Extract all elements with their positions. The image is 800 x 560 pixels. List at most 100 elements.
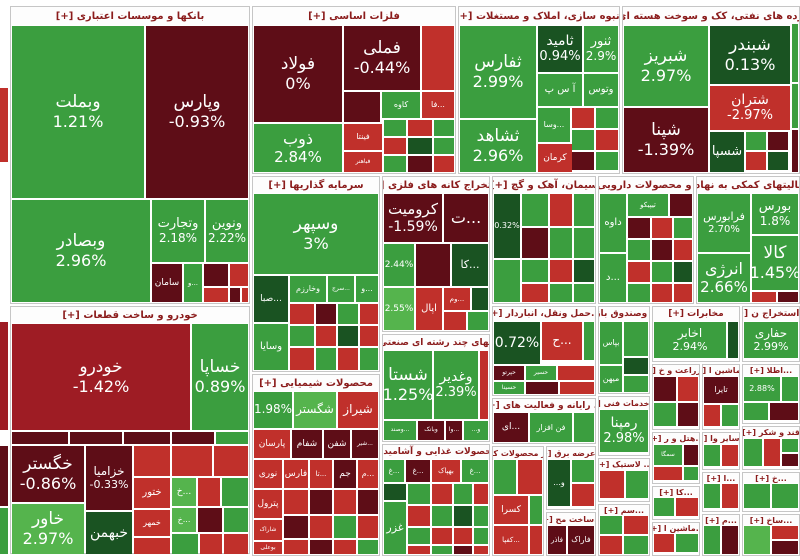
treemap-tile-small[interactable] <box>522 284 548 302</box>
tile-...م[interactable]: ...م <box>358 460 378 488</box>
treemap-tile-small[interactable] <box>468 312 488 330</box>
tile-بپاس[interactable]: بپاس <box>600 322 622 364</box>
tile-metal-mining-2[interactable]: 2.44% <box>384 244 414 286</box>
treemap-tile-small[interactable] <box>344 92 380 122</box>
tile-شستا[interactable]: شستا 1.25% <box>384 351 432 419</box>
treemap-tile-small[interactable] <box>444 312 466 330</box>
tile-سامان[interactable]: سامان <box>152 264 182 302</box>
treemap-tile-small[interactable] <box>792 130 798 172</box>
sector-header-computer[interactable]: ... رایانه و فعالیت های [+] <box>493 399 595 412</box>
tile-خگستر[interactable]: خگستر -0.86% <box>12 446 84 502</box>
tile-خبهمن[interactable]: خبهمن <box>86 512 132 554</box>
treemap-tile-small[interactable] <box>628 240 650 260</box>
treemap-tile-small[interactable] <box>654 534 674 552</box>
tile-...ای[interactable]: ...ای <box>494 413 528 442</box>
tile-فاراک[interactable]: فاراک <box>568 526 594 554</box>
treemap-tile-small[interactable] <box>518 460 542 494</box>
treemap-tile-small[interactable] <box>574 260 594 282</box>
treemap-tile-small[interactable] <box>360 348 378 370</box>
sector-header-electricity[interactable]: ...عرضه برق [+] <box>547 447 595 459</box>
treemap-tile-small[interactable] <box>522 260 548 282</box>
treemap-edge-tile[interactable] <box>0 446 8 506</box>
treemap-tile-small[interactable] <box>624 536 648 554</box>
sector-header-metals[interactable]: فلزات اساسی [+] <box>253 7 455 25</box>
treemap-tile-small[interactable] <box>408 484 430 504</box>
tile-...تا[interactable]: ...تا <box>310 460 332 488</box>
treemap-tile-small[interactable] <box>560 382 594 394</box>
treemap-tile-small[interactable] <box>434 156 454 172</box>
tile-شفام[interactable]: شفام <box>292 430 322 458</box>
tile-...غ[interactable]: ...غ <box>384 460 404 482</box>
sector-header-mini-kh[interactable]: ...خ [+] <box>743 473 799 483</box>
tile-وبانک[interactable]: وبانک <box>418 421 444 440</box>
treemap-tile-small[interactable] <box>550 228 572 258</box>
treemap-tile-small[interactable] <box>652 262 672 282</box>
treemap-tile-small[interactable] <box>310 490 332 514</box>
treemap-tile-small[interactable] <box>572 484 594 506</box>
treemap-tile-small[interactable] <box>772 526 798 539</box>
treemap-tile-small[interactable] <box>558 366 594 380</box>
treemap-tile-small[interactable] <box>522 194 548 226</box>
tile-ثشاهد[interactable]: ثشاهد 2.96% <box>460 120 536 172</box>
tile-غزر[interactable]: غزر <box>384 502 406 554</box>
sector-header-sugar[interactable]: قند و شکر [+] <box>743 427 799 438</box>
tile-کالا[interactable]: کالا 1.45% <box>752 236 798 290</box>
sector-header-other-assets[interactable]: ...سایر وا [+] <box>703 433 739 444</box>
treemap-tile-small[interactable] <box>494 460 516 494</box>
treemap-tile-small[interactable] <box>198 478 220 506</box>
sector-header-telecom[interactable]: مخابرات [+] <box>653 307 739 321</box>
treemap-tile-small[interactable] <box>198 508 222 532</box>
tile-...سرج[interactable]: ...سرج <box>328 276 354 302</box>
tile-...و[interactable]: ...و <box>184 264 202 302</box>
treemap-tile-small[interactable] <box>172 534 198 554</box>
treemap-tile-small[interactable] <box>674 218 692 238</box>
treemap-tile-small[interactable] <box>474 528 488 544</box>
tile-خاور[interactable]: خاور 2.97% <box>12 504 84 554</box>
treemap-tile-small[interactable] <box>408 506 430 526</box>
treemap-tile-small[interactable] <box>408 156 432 172</box>
treemap-tile-small[interactable] <box>474 484 488 504</box>
tile-وتجارت[interactable]: وتجارت 2.18% <box>152 200 204 262</box>
treemap-tile-small[interactable] <box>310 540 332 554</box>
sector-header-mini-mashin[interactable]: ...ماشین ا [+] <box>653 523 699 533</box>
tile-رمپنا[interactable]: رمپنا 2.98% <box>600 410 648 452</box>
treemap-tile-small[interactable] <box>782 439 798 452</box>
treemap-tile-small[interactable] <box>704 445 720 466</box>
sector-header-rubber[interactable]: ... لاستیک [+] <box>599 459 649 470</box>
treemap-tile-small[interactable] <box>290 304 314 324</box>
tile-فرابورس[interactable]: فرابورس 2.70% <box>698 194 750 252</box>
tile-آ س پ[interactable]: آ س پ <box>538 74 582 106</box>
tile-خزامیا[interactable]: خزامیا -0.33% <box>86 446 132 510</box>
treemap-tile-small[interactable] <box>674 262 692 282</box>
tile-...د[interactable]: ...د <box>600 254 626 302</box>
treemap-tile-small[interactable] <box>134 446 170 476</box>
treemap-tile-small[interactable] <box>722 526 738 554</box>
tile-...و[interactable]: ...و <box>356 276 378 302</box>
treemap-tile-small[interactable] <box>652 240 672 260</box>
tile-اپال[interactable]: اپال <box>416 288 442 330</box>
treemap-tile-small[interactable] <box>204 288 228 302</box>
tile-وخارزم[interactable]: وخارزم <box>290 276 326 302</box>
treemap-tile-small[interactable] <box>652 284 672 302</box>
treemap-tile-small[interactable] <box>764 439 780 466</box>
treemap-tile-small[interactable] <box>768 132 788 150</box>
treemap-tile-small[interactable] <box>284 490 308 514</box>
sector-header-multi-industry[interactable]: شرکتهای چند رشته ای صنعتی [+] <box>383 335 489 350</box>
treemap-tile-small[interactable] <box>12 432 68 444</box>
tile-حپرتو[interactable]: حپرتو <box>494 366 524 380</box>
treemap-tile-small[interactable] <box>584 322 594 360</box>
sector-header-oil-extraction[interactable]: ...استخراج ن [+] <box>743 307 799 321</box>
tile-شسپا[interactable]: شسپا <box>710 132 744 172</box>
tile-و...[interactable]: و... <box>548 460 570 506</box>
tile-وبصادر[interactable]: وبصادر 2.96% <box>12 200 150 302</box>
tile-خمهر[interactable]: خمهر <box>134 510 170 536</box>
treemap-tile-small[interactable] <box>526 382 558 394</box>
treemap-edge-tile[interactable] <box>0 88 8 162</box>
sector-header-insurance[interactable]: ...بیمه وصندوق بازن [+] <box>599 307 649 321</box>
treemap-tile-small[interactable] <box>70 432 122 444</box>
sector-header-mini-ka[interactable]: ...کا [+] <box>653 487 699 497</box>
tile-شاراک[interactable]: شاراک <box>254 520 282 540</box>
treemap-tile-small[interactable] <box>624 322 648 356</box>
treemap-tile-small[interactable] <box>704 484 720 508</box>
